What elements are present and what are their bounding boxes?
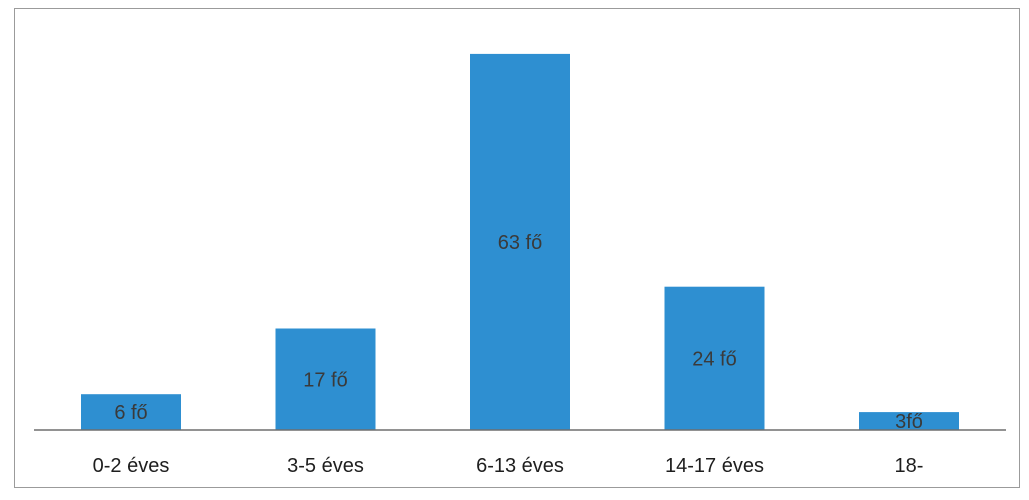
data-label-2: 63 fő [498, 232, 542, 254]
category-label-3: 14-17 éves [665, 455, 764, 477]
bar-3 [664, 286, 765, 430]
category-label-1: 3-5 éves [287, 455, 364, 477]
data-label-0: 6 fő [114, 402, 147, 424]
bar-4 [859, 412, 959, 430]
category-label-4: 18- [895, 455, 924, 477]
category-label-2: 6-13 éves [476, 455, 564, 477]
bar-0 [81, 394, 181, 430]
data-label-3: 24 fő [692, 348, 736, 370]
data-label-1: 17 fő [303, 369, 347, 391]
category-label-0: 0-2 éves [93, 455, 170, 477]
bar-1 [275, 328, 376, 430]
data-label-4: 3fő [895, 411, 923, 433]
bar-2 [470, 53, 570, 431]
